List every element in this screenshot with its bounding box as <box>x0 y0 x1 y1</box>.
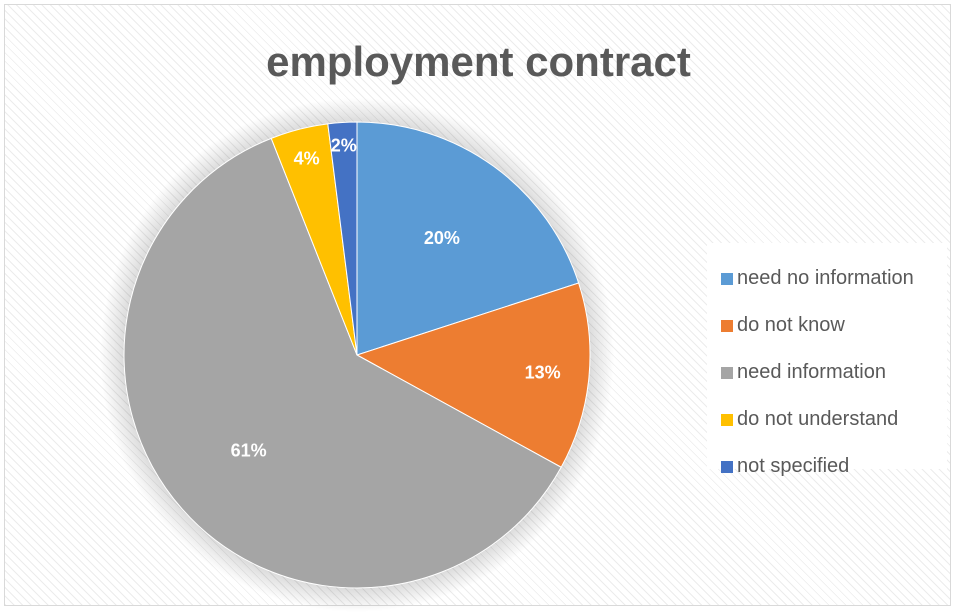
legend-swatch <box>721 460 733 473</box>
pie-slice-not-specified <box>327 121 358 356</box>
legend-item: not specified <box>721 443 947 490</box>
data-label-do-not-understand: 4% <box>294 149 320 169</box>
chart-title: employment contract <box>266 38 691 85</box>
data-label-do-not-know: 13% <box>525 363 561 383</box>
pie-slice-need-no-information <box>356 121 580 356</box>
legend-swatch <box>721 366 733 379</box>
pie-slice-do-not-know <box>355 282 591 468</box>
legend-swatch <box>721 413 733 426</box>
legend-label: do not know <box>737 314 845 336</box>
legend-item: do not know <box>721 302 947 349</box>
data-label-need-no-information: 20% <box>424 228 460 248</box>
legend-label: need information <box>737 361 886 383</box>
legend-item: do not understand <box>721 396 947 443</box>
data-label-need-information: 61% <box>231 441 267 461</box>
legend-label: do not understand <box>737 408 899 430</box>
legend-swatch <box>721 319 733 332</box>
legend-label: need no information <box>737 267 914 289</box>
legend-label: not specified <box>737 455 850 477</box>
pie-slice-need-information <box>123 137 562 589</box>
legend-item: need information <box>721 349 947 396</box>
data-label-not-specified: 2% <box>331 136 357 156</box>
legend-item: need no information <box>721 255 947 302</box>
legend-swatch <box>721 272 733 285</box>
legend: need no information do not know need infor… <box>707 243 947 477</box>
